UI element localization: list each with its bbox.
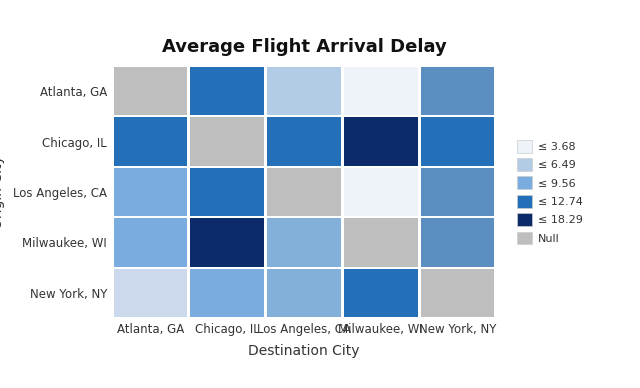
Bar (420, 118, 495, 166)
Bar (113, 168, 188, 216)
Bar (190, 218, 264, 267)
Bar (113, 67, 188, 115)
Bar (420, 218, 495, 267)
Bar (420, 269, 495, 317)
Bar (267, 218, 341, 267)
Bar (344, 67, 418, 115)
Bar (267, 118, 341, 166)
Bar (344, 269, 418, 317)
Bar (344, 168, 418, 216)
Bar (344, 218, 418, 267)
Y-axis label: Origin City: Origin City (0, 155, 5, 229)
Bar (190, 118, 264, 166)
Bar (420, 67, 495, 115)
Bar (190, 168, 264, 216)
Bar (267, 269, 341, 317)
Bar (267, 168, 341, 216)
Bar (267, 67, 341, 115)
Bar (420, 168, 495, 216)
Bar (190, 67, 264, 115)
Bar (113, 118, 188, 166)
X-axis label: Destination City: Destination City (248, 345, 360, 359)
Bar (344, 118, 418, 166)
Bar (190, 269, 264, 317)
Title: Average Flight Arrival Delay: Average Flight Arrival Delay (162, 38, 446, 56)
Bar (113, 269, 188, 317)
Bar (113, 218, 188, 267)
Legend: ≤ 3.68, ≤ 6.49, ≤ 9.56, ≤ 12.74, ≤ 18.29, Null: ≤ 3.68, ≤ 6.49, ≤ 9.56, ≤ 12.74, ≤ 18.29… (517, 140, 583, 244)
